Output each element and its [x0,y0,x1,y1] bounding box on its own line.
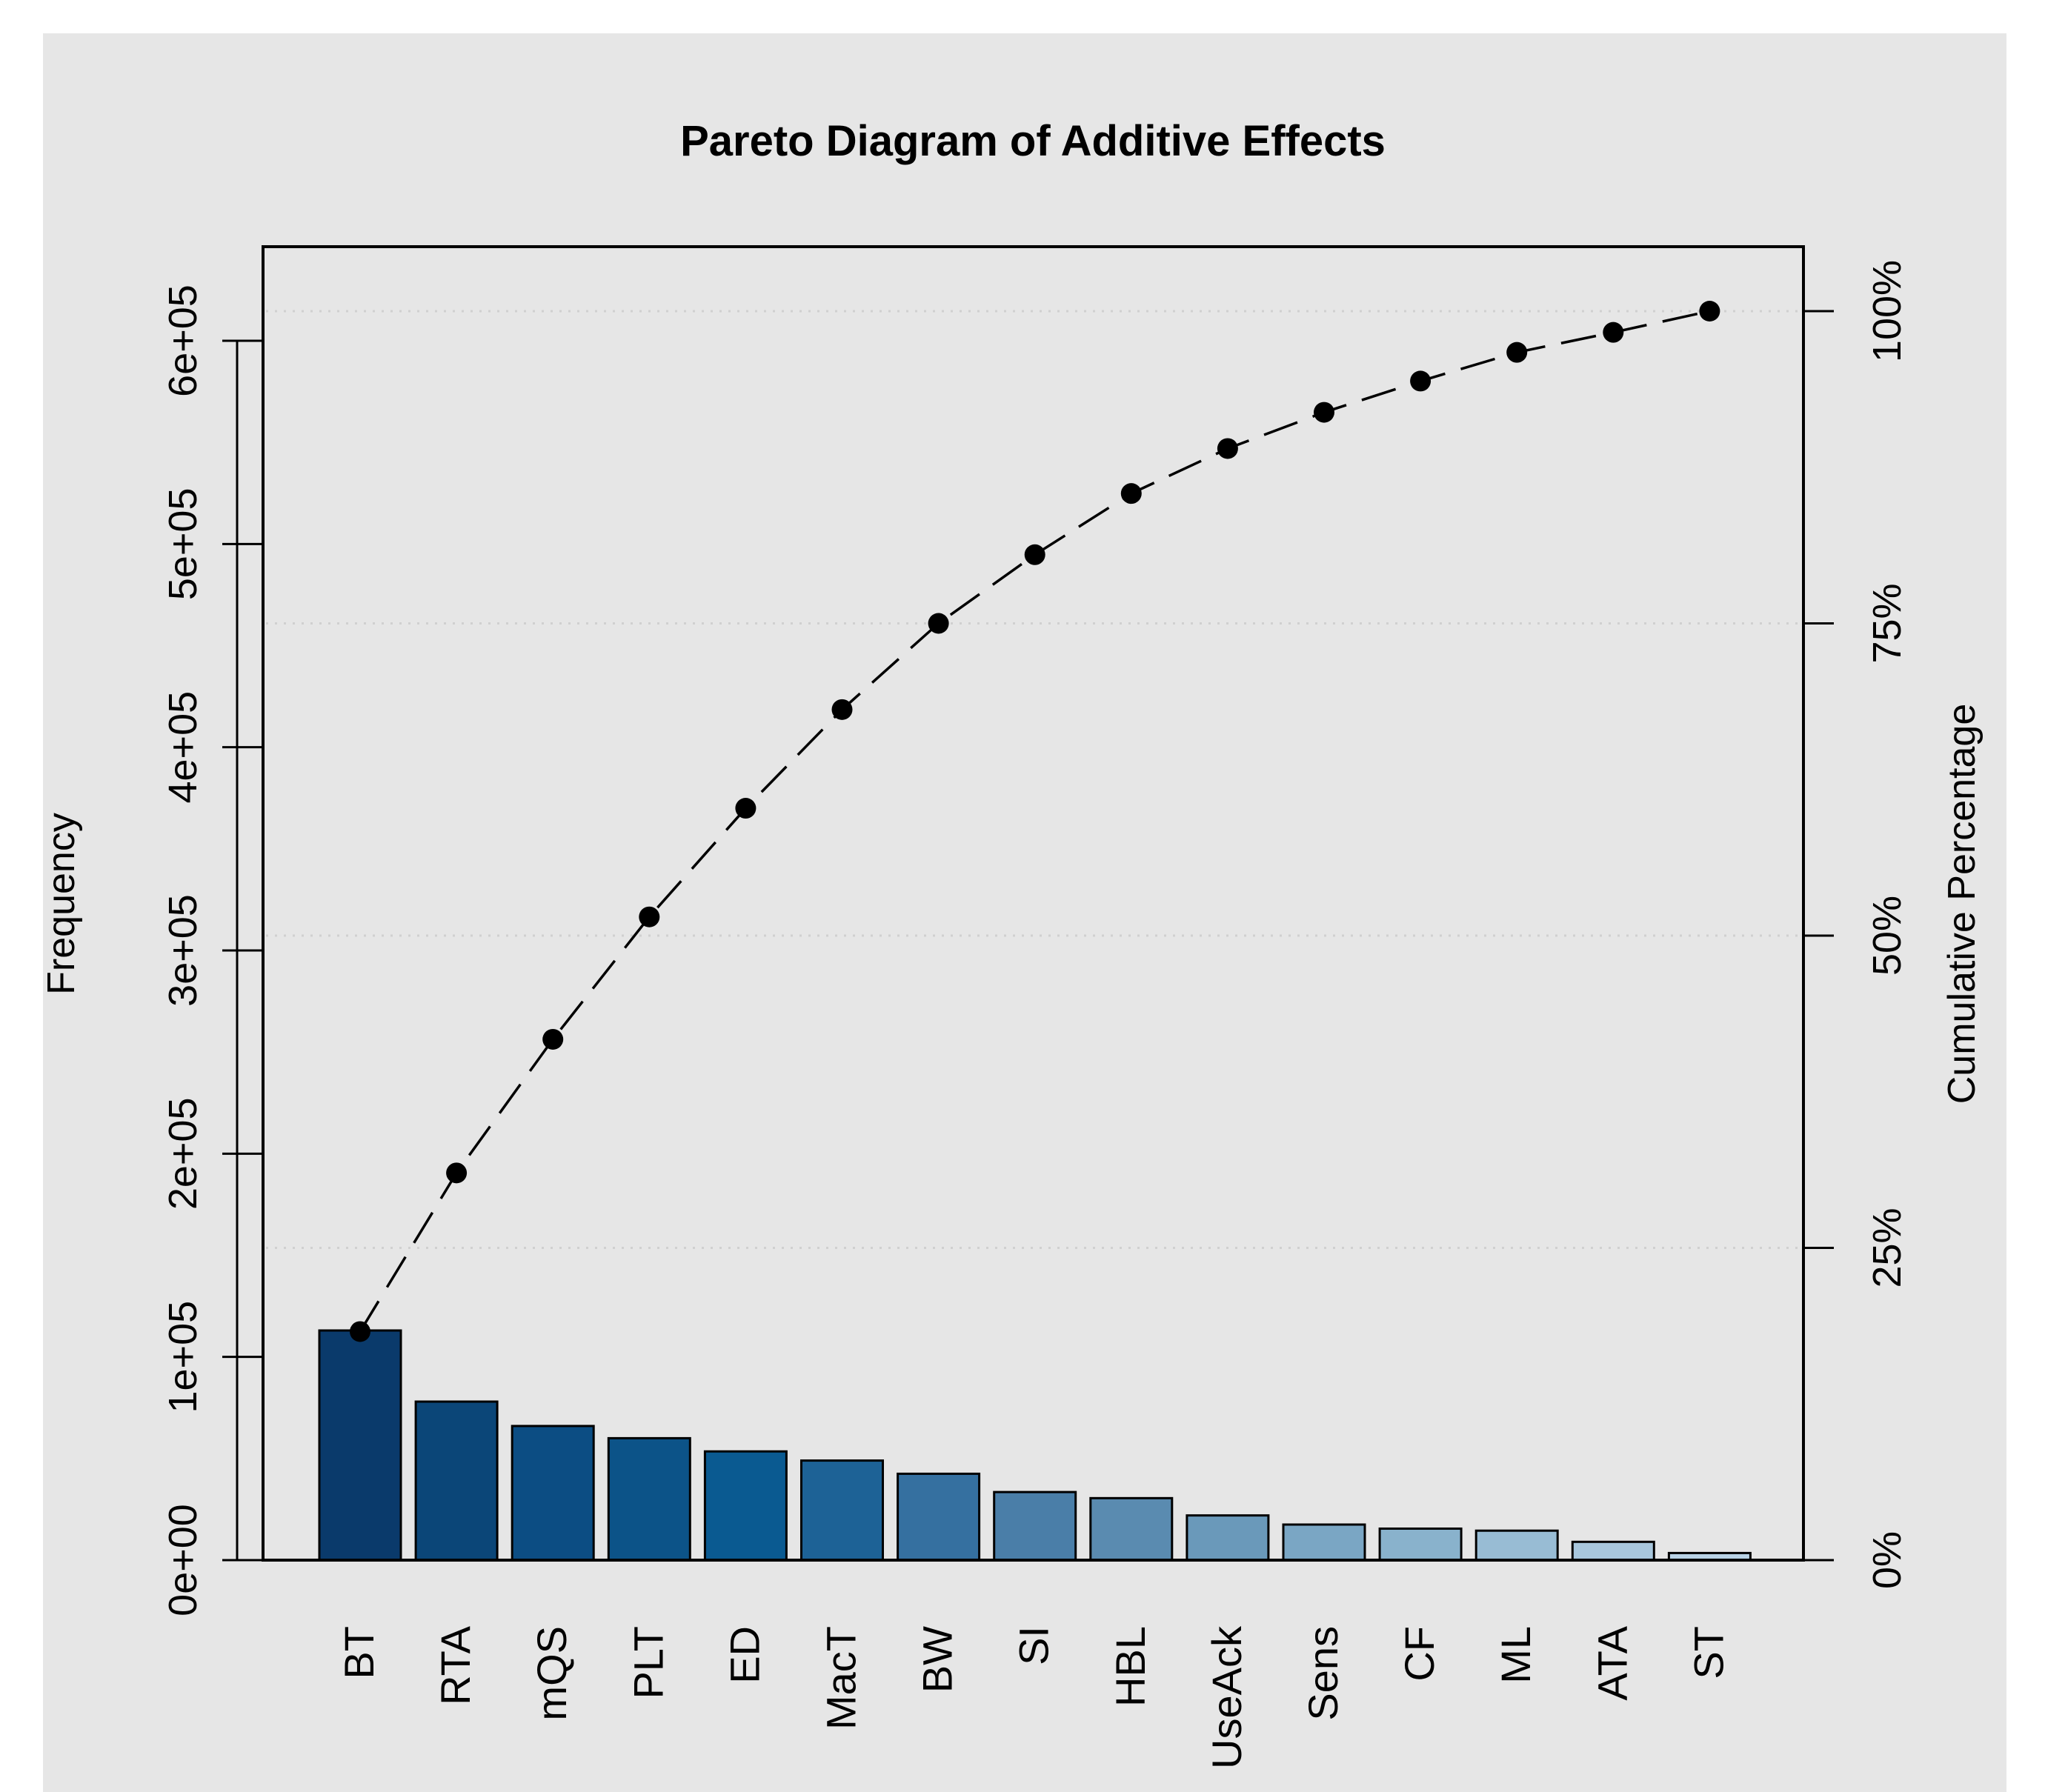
x-axis-labels: BT RTA mQS PLT ED MacT BW SI HBL UseAck Sens CF ML AT… [336,1625,1732,1769]
left-tick-label: 6e+05 [161,284,205,397]
left-tick-label: 3e+05 [161,894,205,1007]
bars [318,1329,1752,1562]
right-tick-label: 0% [1865,1531,1909,1589]
cumulative-point-ATA [1603,322,1624,343]
x-tick-label: HBL [1107,1626,1154,1707]
x-tick-label: PLT [625,1626,671,1699]
right-tick-label: 50% [1865,896,1909,976]
cumulative-point-Sens [1314,402,1334,423]
cumulative-points [350,301,1720,1342]
cumulative-point-CF [1410,370,1432,392]
x-tick-label: ATA [1589,1625,1635,1700]
x-tick-label: BT [336,1626,382,1679]
bar-Sens [1282,1523,1366,1562]
x-tick-label: MacT [818,1626,865,1730]
bar-RTA [414,1400,499,1562]
bar-CF [1378,1527,1463,1562]
right-axis: 0% 25% 50% 75% 100% [1802,260,1909,1589]
cumulative-point-ST [1699,301,1720,322]
x-tick-label: Sens [1300,1626,1346,1721]
left-tick-label: 4e+05 [161,691,205,804]
cumulative-point-BT [350,1321,370,1342]
x-tick-label: mQS [528,1626,575,1721]
cumulative-polyline [359,310,1710,1333]
bar-BT [318,1329,402,1562]
left-tick-label: 0e+00 [161,1504,205,1616]
x-tick-label: ST [1685,1626,1732,1679]
cumulative-point-MacT [831,699,853,720]
right-tick-label: 100% [1865,260,1909,362]
bar-ML [1474,1529,1559,1562]
y2-axis-label: Cumulative Percentage [1941,704,1984,1105]
bar-UseAck [1186,1514,1270,1562]
right-tick-label: 25% [1865,1208,1909,1288]
cumulative-point-SI [1024,544,1045,565]
bar-mQS [511,1425,595,1562]
bar-ATA [1571,1540,1655,1562]
cumulative-point-ED [735,798,757,819]
bar-MacT [800,1459,884,1562]
left-tick-label: 1e+05 [161,1301,205,1413]
right-tick-label: 75% [1865,583,1909,663]
cumulative-point-ML [1506,342,1528,363]
cumulative-point-HBL [1120,483,1142,504]
cumulative-point-mQS [542,1028,564,1050]
bar-HBL [1089,1496,1174,1562]
chart-title: Pareto Diagram of Additive Effects [680,117,1386,165]
left-axis: 0e+00 1e+05 2e+05 3e+05 4e+05 5e+05 6e+05 [161,284,263,1616]
y-axis-label: Frequency [40,813,83,995]
cumulative-line [359,310,1710,1333]
x-tick-label: ML [1492,1626,1539,1684]
x-tick-label: ED [721,1626,768,1684]
bar-SI [993,1490,1077,1562]
x-tick-label: SI [1011,1626,1057,1665]
x-tick-label: RTA [432,1625,479,1705]
cumulative-point-RTA [446,1162,468,1184]
cumulative-point-PLT [639,906,660,927]
left-tick-label: 5e+05 [161,487,205,600]
x-tick-label: UseAck [1203,1625,1250,1769]
bar-BW [897,1472,981,1562]
left-tick-label: 2e+05 [161,1097,205,1210]
x-tick-label: CF [1396,1626,1443,1682]
bar-PLT [607,1436,691,1562]
cumulative-point-BW [928,613,949,634]
bar-ED [703,1450,788,1562]
cumulative-point-UseAck [1217,438,1238,459]
x-tick-label: BW [914,1626,961,1693]
